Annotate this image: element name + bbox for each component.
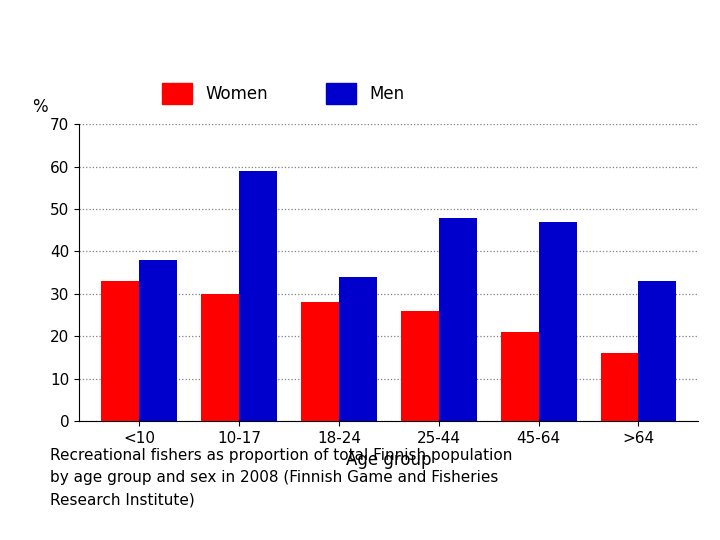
Bar [201, 294, 239, 421]
Bar [639, 281, 676, 421]
Bar [500, 332, 539, 421]
Bar [401, 311, 438, 421]
Bar [600, 353, 639, 421]
Bar [102, 281, 139, 421]
Bar [139, 260, 177, 421]
Text: Recreational fishers as proportion of total Finnish population
by age group and : Recreational fishers as proportion of to… [50, 448, 513, 508]
Bar [301, 302, 339, 421]
Legend: Women, Men: Women, Men [162, 83, 405, 104]
Text: %: % [32, 98, 48, 116]
Bar [438, 218, 477, 421]
Bar [239, 171, 277, 421]
X-axis label: Age group: Age group [346, 451, 431, 469]
Bar [539, 222, 577, 421]
Bar [339, 277, 377, 421]
